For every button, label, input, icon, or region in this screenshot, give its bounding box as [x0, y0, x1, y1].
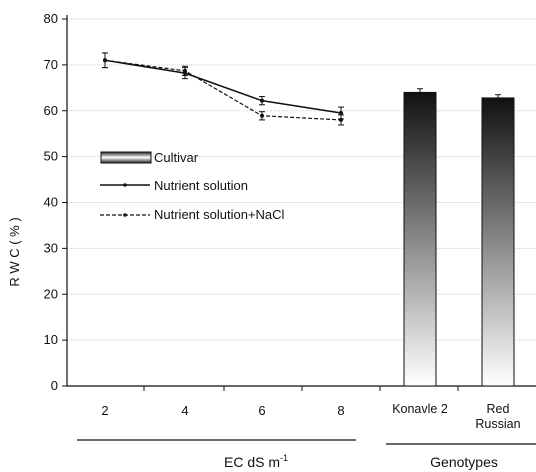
y-tick-label-80: 80 — [44, 11, 58, 26]
x-tick-label-genotype-1-0: Red — [487, 402, 510, 416]
axes — [62, 15, 536, 391]
y-tick-label-40: 40 — [44, 195, 58, 210]
series-0-point-2 — [260, 98, 264, 103]
ec-group-text: EC dS m — [224, 454, 280, 470]
x-tick-label-genotype-0-0: Konavle 2 — [392, 402, 448, 416]
ec-group-label: EC dS m-1 — [224, 453, 288, 470]
bar-1 — [481, 97, 515, 387]
legend-cultivar-swatch — [100, 151, 152, 164]
series-1-point-2 — [260, 113, 264, 118]
y-tick-label-30: 30 — [44, 240, 58, 255]
gridlines — [67, 18, 536, 341]
group-labels: EC dS m-1 Genotypes — [77, 439, 536, 470]
y-tick-label-0: 0 — [51, 378, 58, 393]
legend-cultivar-label: Cultivar — [154, 150, 199, 165]
legend: Cultivar Nutrient solution Nutrient solu… — [100, 150, 285, 222]
series-1-point-3 — [339, 117, 343, 122]
x-tick-label-2: 2 — [101, 403, 108, 418]
legend-nacl-label: Nutrient solution+NaCl — [154, 207, 285, 222]
series-1-point-0 — [103, 58, 107, 63]
y-tick-label-20: 20 — [44, 286, 58, 301]
y-tick-label-70: 70 — [44, 57, 58, 72]
bar-0 — [403, 91, 437, 387]
x-tick-label-6: 6 — [258, 403, 265, 418]
y-axis-title: R W C ( % ) — [7, 217, 22, 286]
x-tick-label-8: 8 — [337, 403, 344, 418]
y-tick-label-50: 50 — [44, 149, 58, 164]
legend-nutrient-label: Nutrient solution — [154, 178, 248, 193]
legend-nacl-marker — [123, 213, 127, 217]
x-tick-label-4: 4 — [181, 403, 188, 418]
x-tick-label-genotype-1-1: Russian — [475, 417, 520, 431]
genotypes-group-label: Genotypes — [430, 454, 498, 470]
y-tick-label-10: 10 — [44, 332, 58, 347]
ec-group-superscript: -1 — [280, 453, 288, 463]
series-line-0 — [104, 59, 342, 114]
series-lines — [102, 52, 344, 126]
bars — [403, 88, 515, 387]
series-0-point-3 — [339, 111, 343, 116]
legend-nutrient-marker — [123, 183, 127, 187]
series-1-point-1 — [183, 68, 187, 73]
y-tick-label-60: 60 — [44, 103, 58, 118]
